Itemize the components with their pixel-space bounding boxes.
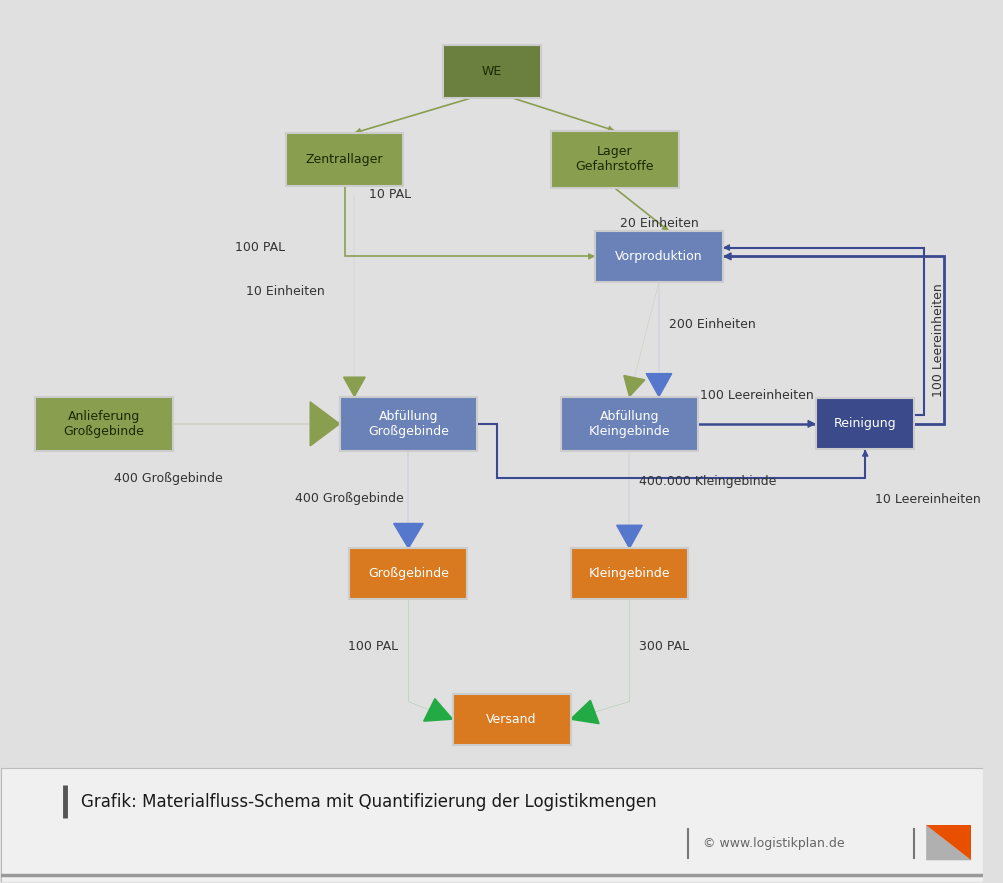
Text: 20 Einheiten: 20 Einheiten [619,216,698,230]
Text: Zentrallager: Zentrallager [306,153,383,166]
FancyBboxPatch shape [285,133,403,185]
FancyBboxPatch shape [560,396,697,451]
Text: Abfüllung
Kleingebinde: Abfüllung Kleingebinde [588,410,670,438]
Text: 100 Leereinheiten: 100 Leereinheiten [700,389,813,402]
Polygon shape [646,374,671,396]
Text: © www.logistikplan.de: © www.logistikplan.de [702,837,844,850]
Text: Anlieferung
Großgebinde: Anlieferung Großgebinde [63,410,144,438]
Polygon shape [343,377,365,396]
Text: 400 Großgebinde: 400 Großgebinde [113,472,223,486]
Polygon shape [616,525,642,548]
Polygon shape [393,524,422,548]
Text: Kleingebinde: Kleingebinde [588,567,670,580]
FancyBboxPatch shape [442,45,541,98]
Text: 100 Leereinheiten: 100 Leereinheiten [932,283,945,397]
Polygon shape [570,700,599,724]
Text: Großgebinde: Großgebinde [368,567,448,580]
Text: 100 PAL: 100 PAL [236,241,285,254]
FancyBboxPatch shape [452,694,570,744]
Text: 10 Einheiten: 10 Einheiten [246,285,325,298]
Text: 10 PAL: 10 PAL [369,188,411,201]
Text: Reinigung: Reinigung [833,418,896,430]
Polygon shape [925,825,970,860]
FancyBboxPatch shape [339,396,476,451]
Bar [1,767,982,882]
FancyBboxPatch shape [570,548,688,600]
Text: 10 Leereinheiten: 10 Leereinheiten [875,494,980,506]
FancyBboxPatch shape [551,131,678,188]
Polygon shape [925,825,970,860]
Text: 400 Großgebinde: 400 Großgebinde [295,493,403,505]
Text: Abfüllung
Großgebinde: Abfüllung Großgebinde [368,410,448,438]
FancyBboxPatch shape [35,396,173,451]
FancyBboxPatch shape [595,230,722,282]
Text: 200 Einheiten: 200 Einheiten [668,318,755,331]
Text: Grafik: Materialfluss-Schema mit Quantifizierung der Logistikmengen: Grafik: Materialfluss-Schema mit Quantif… [81,793,656,811]
Text: Versand: Versand [485,713,537,726]
FancyBboxPatch shape [815,398,914,449]
Polygon shape [310,402,339,446]
Text: 100 PAL: 100 PAL [348,640,398,653]
Text: Lager
Gefahrstoffe: Lager Gefahrstoffe [575,146,653,173]
FancyBboxPatch shape [349,548,466,600]
Text: Vorproduktion: Vorproduktion [615,250,702,263]
Polygon shape [623,375,644,396]
Polygon shape [423,698,452,721]
Text: WE: WE [481,64,502,78]
Text: 300 PAL: 300 PAL [639,640,689,653]
Text: 400.000 Kleingebinde: 400.000 Kleingebinde [639,475,776,487]
